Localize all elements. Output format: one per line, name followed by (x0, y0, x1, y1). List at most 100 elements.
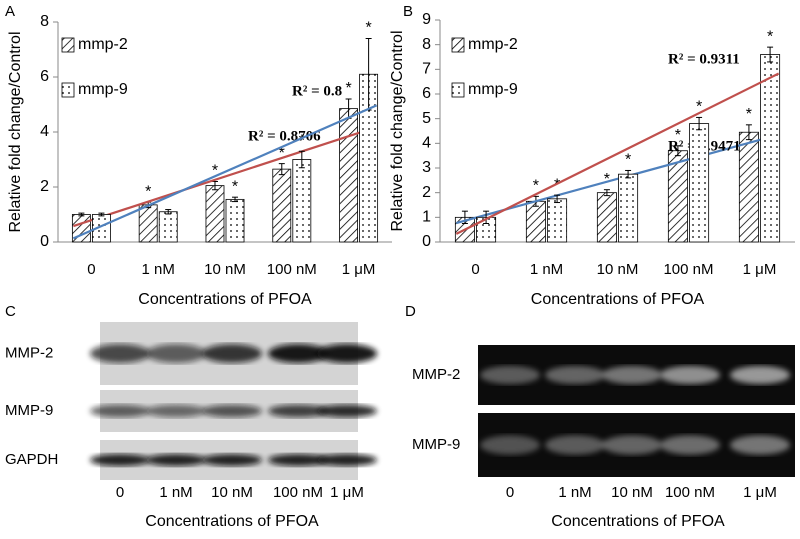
bar (225, 198, 245, 243)
y-tick-label: 0 (40, 233, 49, 250)
significance-marker: * (345, 80, 351, 97)
lane-label: 100 nM (273, 484, 323, 501)
trend-line (73, 126, 377, 228)
blot-band (90, 344, 150, 363)
significance-marker: * (533, 178, 539, 195)
significance-marker: * (232, 178, 238, 195)
blot-band (202, 454, 262, 466)
x-tick-label: 100 nM (267, 261, 317, 278)
blot-band (268, 344, 328, 363)
error-bar (767, 46, 774, 63)
blot-band (90, 454, 150, 466)
error-bar (674, 145, 681, 157)
lane-label: 0 (116, 484, 124, 501)
significance-marker: * (279, 145, 285, 162)
x-axis-label: Concentrations of PFOA (138, 291, 312, 308)
legend-swatch (451, 37, 465, 53)
lane-label: 10 nM (211, 484, 253, 501)
trend-label: R² = 0.9311 (668, 51, 740, 67)
x-tick-label: 1 nM (142, 261, 175, 278)
blot-band (268, 454, 328, 466)
row-label: MMP-2 (412, 366, 460, 383)
x-tick-label: 100 nM (663, 261, 713, 278)
bar (618, 173, 639, 243)
legend-label: mmp-9 (468, 81, 518, 98)
blot-band (660, 366, 720, 384)
y-tick-label: 4 (422, 135, 431, 152)
significance-marker: * (366, 20, 372, 37)
blot-band (202, 344, 262, 363)
bar (525, 200, 546, 243)
y-tick-label: 2 (40, 178, 49, 195)
y-tick-label: 8 (40, 13, 49, 30)
blot-band (602, 366, 662, 384)
blot-band (317, 344, 377, 363)
error-bar (483, 210, 490, 224)
legend-swatch (451, 82, 465, 98)
y-tick-label: 3 (422, 159, 431, 176)
bar (760, 54, 781, 243)
y-tick-label: 2 (422, 184, 431, 201)
blot-band (660, 435, 720, 455)
error-bar (696, 116, 703, 131)
bar (292, 159, 312, 243)
legend-swatch (61, 37, 75, 53)
x-tick-label: 1 μM (342, 261, 376, 278)
lane-label: 100 nM (665, 484, 715, 501)
legend-label: mmp-2 (78, 36, 128, 53)
y-tick-label: 7 (422, 61, 431, 78)
blot-band (730, 435, 790, 455)
y-tick-label: 6 (40, 68, 49, 85)
bar (205, 185, 225, 243)
panel-label: D (405, 303, 416, 320)
blot-band (146, 454, 206, 466)
y-tick-label: 4 (40, 123, 49, 140)
trend-line (455, 72, 780, 235)
trend-label: R² = 0.8 (292, 83, 342, 99)
significance-marker: * (746, 106, 752, 123)
trend-line (72, 104, 378, 240)
legend-swatch (61, 82, 75, 98)
trend-label: R² = 0.8706 (248, 128, 321, 144)
lane-label: 1 nM (159, 484, 192, 501)
row-label: MMP-2 (5, 344, 53, 361)
blot-band (146, 404, 206, 418)
blot-band (146, 344, 206, 363)
y-tick-label: 5 (422, 110, 431, 127)
y-axis-label: Relative fold change/Control (7, 31, 24, 232)
bar (738, 131, 759, 243)
panel-label: C (5, 303, 16, 320)
panel-label: A (5, 3, 15, 20)
blot-band (480, 366, 540, 384)
x-tick-label: 10 nM (204, 261, 246, 278)
significance-marker: * (299, 132, 305, 149)
y-tick-label: 9 (422, 11, 431, 28)
y-axis-label: Relative fold change/Control (389, 30, 406, 231)
significance-marker: * (767, 28, 773, 45)
error-bar (603, 189, 610, 197)
y-tick-label: 8 (422, 36, 431, 53)
y-tick-label: 0 (422, 233, 431, 250)
legend-label: mmp-9 (78, 81, 128, 98)
blot-band (202, 404, 262, 418)
error-bar (98, 212, 105, 217)
significance-marker: * (212, 163, 218, 180)
blot-band (602, 435, 662, 455)
error-bar (625, 169, 632, 179)
bar (272, 168, 292, 243)
bar (689, 123, 710, 243)
lane-label: 1 nM (558, 484, 591, 501)
x-tick-label: 10 nM (597, 261, 639, 278)
legend-label: mmp-2 (468, 36, 518, 53)
x-tick-label: 1 nM (530, 261, 563, 278)
bar (339, 108, 358, 243)
error-bar (165, 209, 172, 215)
significance-marker: * (604, 171, 610, 188)
row-label: GAPDH (5, 451, 58, 468)
lane-label: 1 μM (330, 484, 364, 501)
row-label: MMP-9 (5, 402, 53, 419)
lane-label: 10 nM (611, 484, 653, 501)
bar (158, 211, 178, 243)
bar (547, 198, 568, 243)
